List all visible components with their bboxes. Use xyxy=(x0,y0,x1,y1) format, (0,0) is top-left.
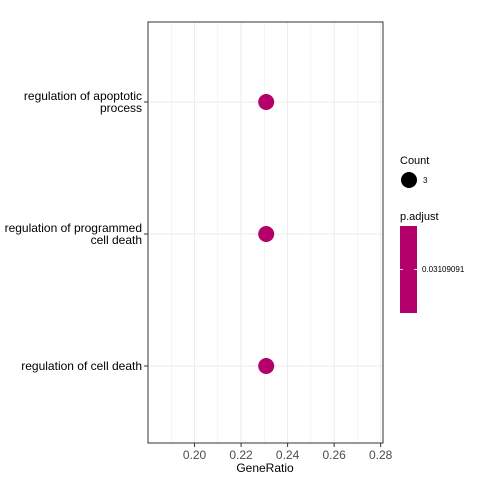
plot-panel-border xyxy=(147,21,384,444)
y-tick-label-line: process xyxy=(100,101,142,115)
y-tick-label-line: regulation of cell death xyxy=(21,359,142,373)
x-tick-label: 0.22 xyxy=(229,448,253,462)
legend: Count 3 p.adjust 0.03109091 xyxy=(400,155,465,313)
data-point xyxy=(258,226,275,242)
x-axis-labels: 0.20 0.22 0.24 0.26 0.28 xyxy=(183,448,393,462)
y-axis-labels: regulation of apoptotic processregulation… xyxy=(5,89,142,373)
x-tick-label: 0.24 xyxy=(276,448,300,462)
data-points xyxy=(258,94,275,374)
y-axis-ticks xyxy=(144,101,148,367)
x-tick-label: 0.26 xyxy=(322,448,346,462)
y-tick-label: regulation of programmed cell death xyxy=(5,221,142,247)
legend-padjust-colorbar xyxy=(400,226,417,313)
x-tick-label: 0.20 xyxy=(183,448,207,462)
y-tick-label-line: regulation of apoptotic xyxy=(24,89,142,103)
legend-padjust-title: p.adjust xyxy=(400,211,439,223)
x-axis-title: GeneRatio xyxy=(236,461,294,475)
y-tick-label-line: cell death xyxy=(91,233,142,247)
y-tick-label: regulation of apoptotic process xyxy=(24,89,142,115)
data-point xyxy=(258,358,275,374)
y-tick-label-line: regulation of programmed xyxy=(5,221,142,235)
x-axis-ticks xyxy=(194,443,382,447)
legend-padjust-label: 0.03109091 xyxy=(422,265,465,274)
legend-count-title: Count xyxy=(400,155,429,167)
y-tick-label: regulation of cell death xyxy=(21,359,142,373)
legend-count-label: 3 xyxy=(423,176,428,185)
x-major-gridlines xyxy=(194,22,382,443)
x-tick-label: 0.28 xyxy=(369,448,393,462)
legend-count-key xyxy=(401,172,417,188)
data-point xyxy=(258,94,275,110)
